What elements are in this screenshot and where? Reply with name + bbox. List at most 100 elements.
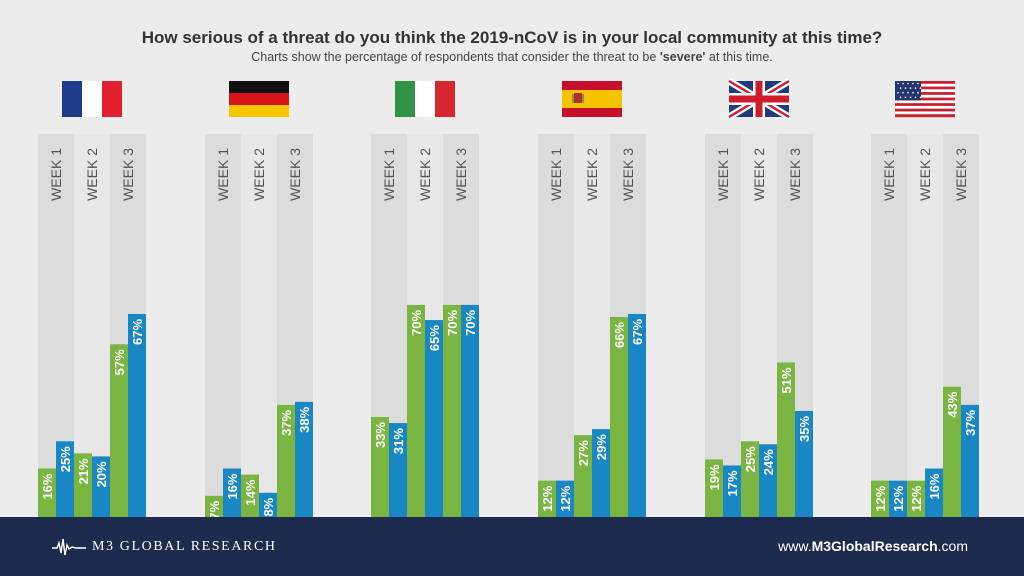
bar-green	[277, 404, 295, 517]
bar-blue	[889, 480, 907, 517]
bar-value-label: 25%	[743, 446, 758, 472]
week-band	[205, 134, 241, 517]
subtitle-text: Charts show the percentage of respondent…	[251, 50, 660, 64]
bar-blue	[723, 465, 741, 517]
week-band	[538, 134, 574, 517]
bar-value-label: 70%	[445, 309, 460, 335]
country-group: WEEK 1 WEEK 2 WEEK 333% 31%70%65%70% 70%	[371, 134, 479, 517]
bar-value-label: 70%	[409, 309, 424, 335]
bar-value-label: 65%	[427, 325, 442, 351]
bar-blue	[389, 423, 407, 517]
bar-green	[777, 362, 795, 517]
week-band	[74, 134, 110, 517]
week-label: WEEK 2	[84, 148, 100, 201]
country-group: WEEK 1 WEEK 2 WEEK 3 7%16% 14%8% 37% 38%	[205, 134, 313, 517]
uk-flag	[727, 77, 791, 121]
chart-title: How serious of a threat do you think the…	[141, 28, 883, 47]
country-group: WEEK 1 WEEK 2 WEEK 3 19% 17%25% 24% 51% 35%	[705, 134, 813, 517]
bar-blue	[92, 456, 110, 517]
bar-blue	[556, 480, 574, 517]
company-logo: M3 GLOBAL RESEARCH	[52, 535, 277, 559]
week-label: WEEK 3	[787, 148, 803, 201]
bar-value-label: 24%	[761, 449, 776, 475]
bar-value-label: 66%	[612, 322, 627, 348]
week-label: WEEK 2	[251, 148, 267, 201]
bar-value-label: 16%	[225, 473, 240, 499]
bar-blue	[295, 401, 313, 517]
bar-chart: WEEK 1 WEEK 2 WEEK 316%25% 21% 20%57%67%WEEK…	[38, 77, 979, 517]
bar-green	[943, 386, 961, 517]
bar-value-label: 67%	[130, 319, 145, 345]
bar-green	[610, 317, 628, 517]
bar-blue	[759, 444, 777, 517]
bar-value-label: 37%	[279, 409, 294, 435]
footer-bar: M3 GLOBAL RESEARCH www.M3GlobalResearch.…	[0, 517, 1024, 576]
bar-blue	[592, 429, 610, 517]
bar-value-label: 35%	[797, 416, 812, 442]
bar-green	[407, 304, 425, 517]
week-label: WEEK 3	[120, 148, 136, 201]
bar-blue	[628, 313, 646, 517]
bar-value-label: 51%	[779, 367, 794, 393]
bar-value-label: 14%	[243, 479, 258, 505]
week-label: WEEK 3	[620, 148, 636, 201]
website-suffix: .com	[937, 538, 968, 554]
bar-green	[574, 435, 592, 517]
week-band	[907, 134, 943, 517]
bar-value-label: 20%	[94, 461, 109, 487]
week-label: WEEK 1	[715, 148, 731, 201]
bar-value-label: 8%	[261, 497, 276, 516]
week-label: WEEK 1	[215, 148, 231, 201]
bar-green	[371, 417, 389, 517]
week-label: WEEK 1	[548, 148, 564, 201]
week-label: WEEK 3	[953, 148, 969, 201]
week-label: WEEK 3	[453, 148, 469, 201]
bar-green	[241, 474, 259, 517]
bar-value-label: 37%	[963, 409, 978, 435]
bar-blue	[795, 410, 813, 517]
logo-text: M3 GLOBAL RESEARCH	[92, 539, 277, 554]
bar-value-label: 25%	[58, 446, 73, 472]
website-link[interactable]: www.M3GlobalResearch.com	[778, 538, 968, 554]
bar-value-label: 38%	[297, 406, 312, 432]
week-band	[241, 134, 277, 517]
bar-blue	[961, 404, 979, 517]
bar-value-label: 12%	[540, 485, 555, 511]
bar-blue	[461, 304, 479, 517]
week-label: WEEK 1	[381, 148, 397, 201]
bar-value-label: 12%	[909, 485, 924, 511]
website-name: M3GlobalResearch	[811, 538, 938, 554]
week-band	[705, 134, 741, 517]
bar-value-label: 19%	[707, 464, 722, 490]
week-label: WEEK 2	[917, 148, 933, 201]
spain-flag	[562, 81, 622, 117]
bar-value-label: 70%	[463, 309, 478, 335]
bar-green	[538, 480, 556, 517]
country-group: WEEK 1 WEEK 2 WEEK 3 16%25% 21% 20% 57%67%	[38, 134, 146, 517]
bar-blue	[223, 468, 241, 517]
france-flag	[62, 81, 122, 117]
bar-value-label: 67%	[630, 319, 645, 345]
bar-value-label: 7%	[207, 500, 222, 517]
bar-value-label: 12%	[558, 485, 573, 511]
bar-green	[705, 459, 723, 517]
week-label: WEEK 1	[881, 148, 897, 201]
bar-value-label: 43%	[945, 391, 960, 417]
bar-value-label: 29%	[594, 434, 609, 460]
bar-blue	[925, 468, 943, 517]
bar-value-label: 16%	[927, 473, 942, 499]
bar-blue	[128, 313, 146, 517]
bar-value-label: 21%	[76, 458, 91, 484]
week-label: WEEK 3	[287, 148, 303, 201]
country-group: WEEK 1 WEEK 2 WEEK 3 12% 12% 27% 29% 66% 67%	[538, 134, 646, 517]
week-label: WEEK 2	[751, 148, 767, 201]
week-label: WEEK 2	[584, 148, 600, 201]
bar-green	[38, 468, 56, 517]
bar-green	[74, 453, 92, 517]
bar-green	[907, 480, 925, 517]
bar-value-label: 27%	[576, 440, 591, 466]
chart-subtitle: Charts show the percentage of respondent…	[0, 50, 1024, 64]
bar-green	[871, 480, 889, 517]
bar-green	[741, 441, 759, 517]
bar-green	[205, 495, 223, 517]
